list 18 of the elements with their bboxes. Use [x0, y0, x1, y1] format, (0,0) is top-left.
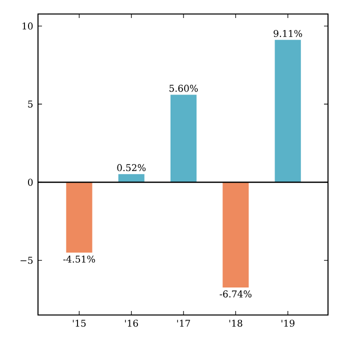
x-tick-label: '18 — [229, 320, 242, 327]
data-label: 9.11% — [274, 30, 302, 37]
y-tick-label: 0 — [28, 178, 33, 186]
x-tick-label: '19 — [282, 320, 294, 327]
data-label: -4.51% — [63, 256, 96, 263]
bar — [222, 182, 249, 288]
x-tick-label: '15 — [72, 320, 86, 327]
x-tick-label: '17 — [177, 320, 190, 327]
data-label: 0.52% — [117, 164, 146, 172]
data-label: -6.74% — [220, 290, 252, 298]
y-tick-label: 10 — [22, 22, 33, 30]
bar — [170, 94, 197, 182]
y-tick-label: 5 — [28, 100, 33, 108]
bar — [274, 40, 301, 182]
bar — [66, 182, 92, 253]
data-label: 5.60% — [170, 84, 198, 92]
x-tick-label: '16 — [125, 320, 138, 327]
y-tick-label: −5 — [20, 256, 33, 264]
